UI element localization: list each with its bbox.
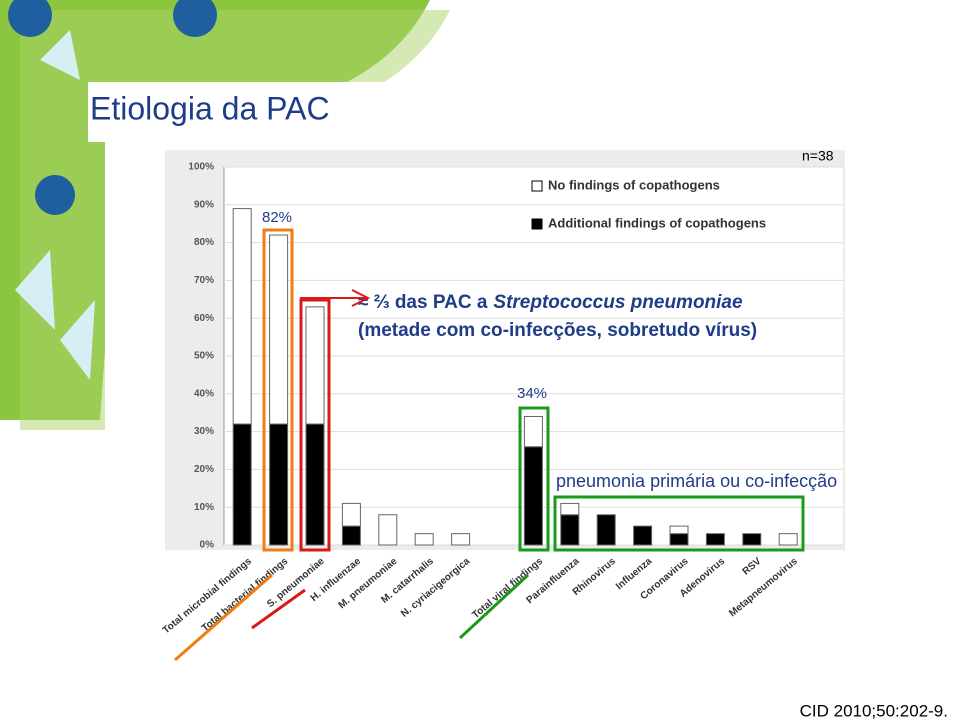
bar-segment xyxy=(414,533,434,546)
y-tick-label: 70% xyxy=(194,275,214,286)
legend-swatch xyxy=(531,180,543,192)
bar-segment xyxy=(778,533,798,546)
annotation-species: Streptococcus pneumoniae xyxy=(493,292,743,313)
annotation: (metade com co-infecções, sobretudo víru… xyxy=(358,320,757,341)
bar-segment xyxy=(742,533,762,546)
bar-segment xyxy=(523,415,543,448)
bar-segment xyxy=(269,234,289,425)
bar-segment xyxy=(560,502,580,516)
bar-segment xyxy=(523,446,543,546)
bar-segment xyxy=(560,514,580,546)
y-tick-label: 100% xyxy=(188,162,214,173)
bar-segment xyxy=(341,525,361,546)
annotation-text: ≈ ⅔ das PAC a xyxy=(358,292,488,313)
bar-segment xyxy=(232,208,252,425)
y-tick-label: 10% xyxy=(194,502,214,513)
y-tick-label: 20% xyxy=(194,464,214,475)
bar-segment xyxy=(269,423,289,546)
legend-label: Additional findings of copathogens xyxy=(548,215,766,230)
annotation: ≈ ⅔ das PAC a Streptococcus pneumoniae xyxy=(358,292,743,313)
bar-segment xyxy=(305,423,325,546)
bar-segment xyxy=(669,525,689,535)
legend: No findings of copathogens Additional fin… xyxy=(531,177,766,230)
y-tick-label: 60% xyxy=(194,313,214,324)
y-tick-label: 80% xyxy=(194,237,214,248)
highlights xyxy=(174,228,805,662)
y-tick-label: 90% xyxy=(194,199,214,210)
bar-segment xyxy=(232,423,252,546)
annotation: 34% xyxy=(517,385,547,402)
bar-segment xyxy=(378,514,398,546)
y-tick-label: 30% xyxy=(194,426,214,437)
y-tick-label: 40% xyxy=(194,388,214,399)
bar-segment xyxy=(669,533,689,546)
bar-segment xyxy=(341,502,361,527)
source: CID 2010;50:202-9. xyxy=(800,701,948,720)
legend-label: No findings of copathogens xyxy=(548,177,720,192)
y-tick-label: 50% xyxy=(194,351,214,362)
bar-segment xyxy=(305,306,325,425)
annotation: n=38 xyxy=(802,148,834,164)
bar-segment xyxy=(705,533,725,546)
slide-title: Etiologia da PAC xyxy=(90,90,330,126)
bar-segment xyxy=(451,533,471,546)
bar-segment xyxy=(596,514,616,546)
legend-swatch xyxy=(531,218,543,230)
bar-segment xyxy=(633,525,653,546)
y-tick-label: 0% xyxy=(200,540,215,551)
annotation: 82% xyxy=(262,209,292,226)
annotation: pneumonia primária ou co-infecção xyxy=(556,471,837,491)
